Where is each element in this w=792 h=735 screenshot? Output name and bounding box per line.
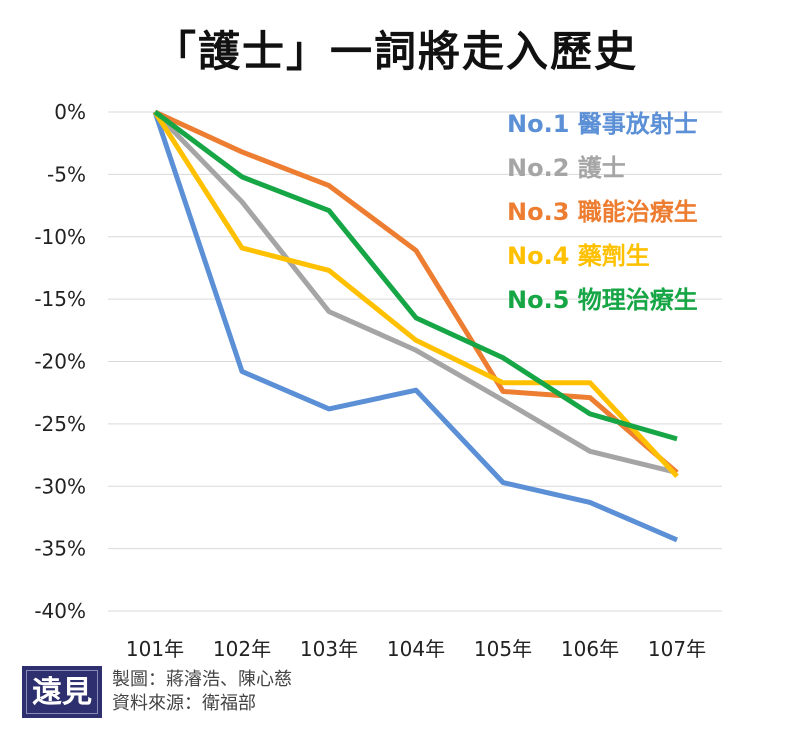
y-tick-label: 0% [54, 100, 86, 124]
y-tick-label: -35% [34, 537, 86, 561]
legend-entry: No.5 物理治療生 [507, 286, 698, 314]
y-tick-label: -20% [34, 350, 86, 374]
x-tick-label: 103年 [300, 637, 358, 661]
logo: 遠見 [22, 666, 102, 718]
legend-entry: No.1 醫事放射士 [507, 110, 698, 138]
x-tick-label: 104年 [387, 637, 445, 661]
chart-title: 「護士」一詞將走入歷史 [153, 27, 638, 76]
source-credit: 資料來源：衛福部 [112, 693, 256, 714]
x-tick-label: 107年 [648, 637, 706, 661]
x-tick-label: 102年 [213, 637, 271, 661]
y-tick-label: -10% [34, 225, 86, 249]
y-tick-label: -40% [34, 599, 86, 623]
x-tick-label: 105年 [474, 637, 532, 661]
x-tick-label: 101年 [126, 637, 184, 661]
y-tick-label: -5% [47, 162, 86, 186]
legend-entry: No.4 藥劑生 [507, 242, 650, 270]
y-tick-label: -25% [34, 412, 86, 436]
credits: 製圖：蔣濬浩、陳心慈 資料來源：衛福部 [112, 668, 292, 716]
y-tick-label: -30% [34, 474, 86, 498]
legend-entry: No.2 護士 [507, 154, 626, 182]
legend-entry: No.3 職能治療生 [507, 198, 698, 226]
maker-credit: 製圖：蔣濬浩、陳心慈 [112, 669, 292, 690]
y-tick-label: -15% [34, 287, 86, 311]
x-tick-label: 106年 [561, 637, 619, 661]
